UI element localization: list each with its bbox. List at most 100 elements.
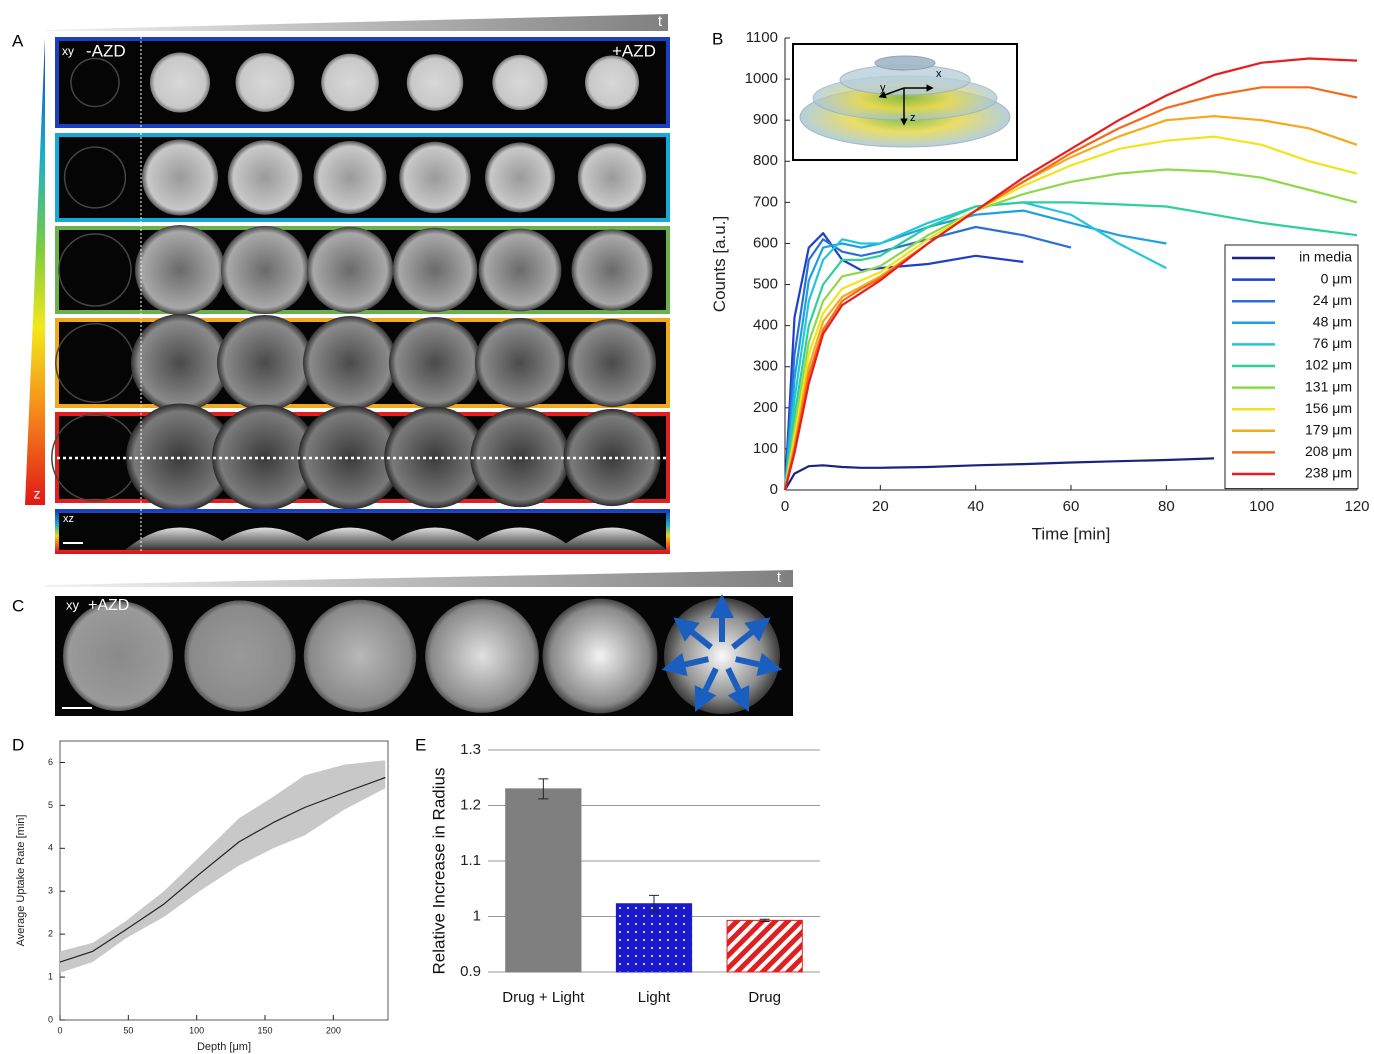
y-tick-label: 1.2 (460, 796, 481, 813)
y-tick-label: 200 (753, 399, 778, 416)
condition-label: +AZD (612, 41, 656, 60)
legend-label: 48 μm (1313, 314, 1352, 330)
legend-label: 24 μm (1313, 292, 1352, 308)
y-tick-label: 0 (770, 481, 778, 498)
x-tick-label: 100 (189, 1025, 204, 1035)
page: {"panel_labels":["A","B","C","D","E"], "… (0, 0, 1374, 1054)
spheroid (492, 55, 547, 110)
inset-axis-label: x (936, 68, 942, 80)
spheroid (321, 54, 379, 112)
x-tick-label: Drug + Light (502, 989, 585, 1006)
xy-label: xy (62, 44, 74, 58)
spheroid (150, 53, 210, 113)
data-line (785, 233, 1023, 490)
time-wedge (45, 570, 793, 587)
y-tick-label: 700 (753, 193, 778, 210)
legend-label: 102 μm (1305, 357, 1352, 373)
spheroid (221, 226, 309, 314)
spheroid (572, 230, 653, 311)
legend-label: 0 μm (1321, 270, 1352, 286)
y-tick-label: 5 (48, 800, 53, 810)
y-tick-label: 1 (48, 971, 53, 981)
y-tick-label: 300 (753, 358, 778, 375)
x-tick-label: 200 (326, 1025, 341, 1035)
y-tick-label: 600 (753, 234, 778, 251)
y-tick-label: 4 (48, 843, 53, 853)
x-tick-label: 100 (1249, 498, 1274, 515)
bar (616, 904, 691, 972)
y-axis-label: Counts [a.u.] (710, 216, 729, 312)
panel-label: C (12, 596, 24, 615)
inset-schematic (793, 44, 1017, 160)
x-tick-label: 0 (781, 498, 789, 515)
depth-label: z (34, 486, 41, 502)
x-axis-label: Depth [μm] (197, 1041, 251, 1053)
panel-label: D (12, 735, 24, 754)
time-wedge (45, 14, 668, 31)
legend-label: 131 μm (1305, 378, 1352, 394)
y-tick-label: 100 (753, 440, 778, 457)
spheroid (568, 319, 656, 407)
spheroid (407, 54, 463, 110)
spheroid (475, 318, 565, 408)
bar (506, 789, 581, 972)
xy-label: xy (66, 597, 80, 612)
y-axis-label: Relative Increase in Radius (429, 768, 448, 975)
spheroid (184, 600, 295, 711)
spheroid (389, 317, 481, 409)
legend-label: 156 μm (1305, 400, 1352, 416)
x-tick-label: 40 (967, 498, 984, 515)
y-tick-label: 500 (753, 276, 778, 293)
x-tick-label: 60 (1063, 498, 1080, 515)
y-tick-label: 1.1 (460, 852, 481, 869)
spheroid (135, 225, 225, 315)
inset-axis-label: z (910, 112, 916, 124)
spheroid (304, 600, 416, 712)
bar (727, 920, 802, 972)
x-axis-label: Time [min] (1032, 524, 1111, 543)
panel-c-images: xy +AZD (55, 596, 793, 716)
condition-label: +AZD (88, 597, 129, 614)
spheroid (131, 314, 229, 412)
spheroid (399, 142, 470, 213)
spheroid (585, 56, 639, 110)
y-tick-label: 1100 (746, 29, 778, 46)
spheroid (142, 140, 218, 216)
spheroid (236, 53, 295, 112)
y-tick-label: 1 (473, 907, 481, 924)
legend-label: 208 μm (1305, 443, 1352, 459)
condition-label: -AZD (86, 41, 126, 60)
spheroid (314, 141, 387, 214)
y-tick-label: 400 (753, 317, 778, 334)
figure: A B C D E t z xy-AZD+AZDxz t xy+AZD x y … (0, 0, 1374, 1054)
spheroid (543, 599, 658, 714)
y-tick-label: 2 (48, 929, 53, 939)
spheroid (425, 599, 539, 713)
depth-wedge (25, 38, 45, 505)
data-line (785, 227, 1071, 490)
spheroid (485, 143, 555, 213)
spheroid (63, 601, 173, 711)
spheroid (303, 316, 397, 410)
panel-label: E (415, 735, 426, 754)
data-line (785, 458, 1214, 490)
legend-label: 76 μm (1313, 335, 1352, 351)
spheroid (393, 228, 478, 313)
x-tick-label: 50 (123, 1025, 133, 1035)
x-tick-label: 150 (257, 1025, 272, 1035)
x-tick-label: 20 (872, 498, 889, 515)
data-line (785, 202, 1166, 490)
legend-label: 238 μm (1305, 465, 1352, 481)
y-tick-label: 6 (48, 757, 53, 767)
y-axis-label: Average Uptake Rate [min] (15, 815, 27, 947)
y-tick-label: 800 (753, 152, 778, 169)
legend-label: in media (1299, 249, 1352, 265)
y-tick-label: 0 (48, 1014, 53, 1024)
y-tick-label: 3 (48, 886, 53, 896)
panel-label: A (12, 31, 24, 50)
spheroid (217, 315, 313, 411)
spheroid (578, 143, 646, 211)
x-tick-label: 80 (1158, 498, 1175, 515)
y-tick-label: 900 (753, 111, 778, 128)
